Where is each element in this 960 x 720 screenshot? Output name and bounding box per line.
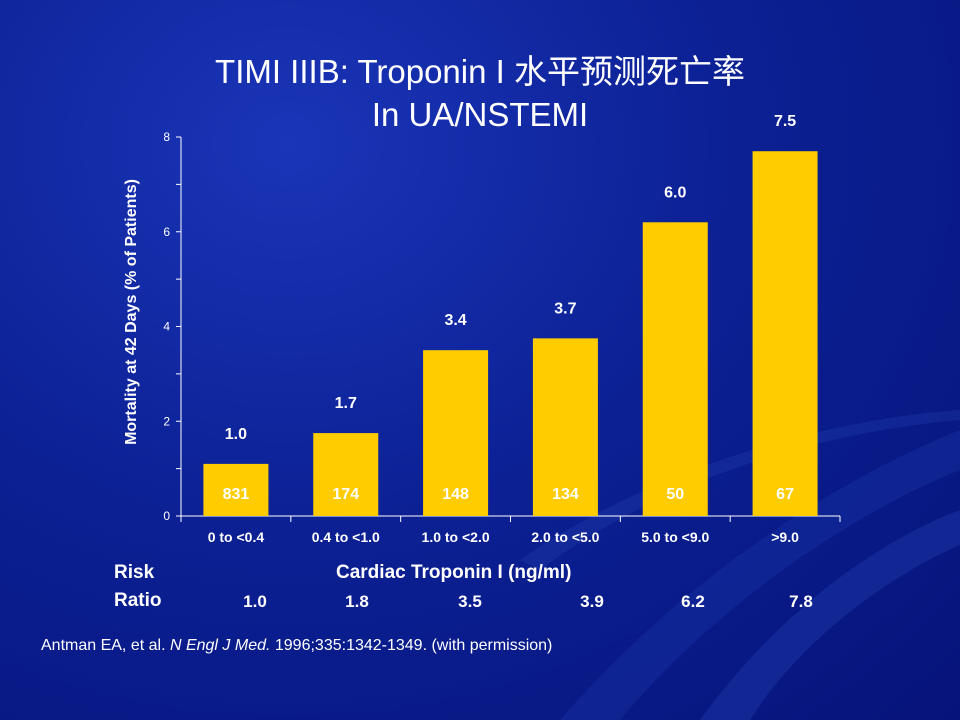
y-tick-label: 4 — [163, 320, 170, 334]
citation-rest: 1996;335:1342-1349. (with permission) — [270, 637, 553, 654]
y-axis-label: Mortality at 42 Days (% of Patients) — [123, 179, 140, 445]
ratio-label: Ratio — [114, 590, 162, 611]
citation-authors: Antman EA, et al. — [41, 637, 170, 654]
risk-ratio-value: 3.5 — [458, 592, 482, 611]
bar-value-label: 3.4 — [444, 312, 466, 329]
bar-patient-count: 174 — [332, 486, 359, 503]
x-tick-label: >9.0 — [771, 529, 799, 545]
bar — [423, 350, 489, 516]
bar-value-label: 6.0 — [664, 184, 686, 201]
y-tick-label: 2 — [163, 414, 170, 428]
risk-ratio-value: 7.8 — [789, 592, 813, 611]
citation: Antman EA, et al. N Engl J Med. 1996;335… — [41, 637, 552, 655]
y-tick-label: 0 — [163, 509, 170, 523]
risk-ratio-value: 3.9 — [580, 592, 604, 611]
bar — [203, 463, 269, 516]
bar-patient-count: 134 — [552, 486, 579, 503]
chart-labels: 1.0 831 0 to <0.4 1.7 174 0.4 to <1.0 3.4 148 1.… — [208, 113, 799, 545]
risk-ratio-value: 6.2 — [681, 592, 705, 611]
bar-patient-count: 831 — [223, 486, 250, 503]
x-tick-label: 2.0 to <5.0 — [531, 529, 599, 545]
risk-ratio-value: 1.8 — [345, 592, 369, 611]
bar-patient-count: 148 — [442, 486, 469, 503]
bar-value-label: 1.0 — [225, 426, 247, 443]
y-tick-label: 8 — [163, 130, 170, 144]
bar-value-label: 1.7 — [335, 395, 357, 412]
citation-journal: N Engl J Med. — [169, 637, 271, 654]
bar — [313, 433, 379, 516]
bar — [532, 338, 598, 516]
risk-ratio-value: 1.0 — [243, 592, 267, 611]
y-tick-label: 6 — [163, 225, 170, 239]
bar-patient-count: 67 — [776, 486, 794, 503]
x-tick-label: 0 to <0.4 — [208, 529, 265, 545]
bar — [752, 151, 818, 516]
risk-label: Risk — [114, 562, 155, 583]
chart-bars — [203, 151, 818, 516]
x-tick-label: 1.0 to <2.0 — [422, 529, 490, 545]
x-tick-label: 5.0 to <9.0 — [641, 529, 709, 545]
x-axis-label: Cardiac Troponin I (ng/ml) — [336, 562, 572, 583]
slide-title-line2: In UA/NSTEMI — [371, 96, 589, 133]
x-tick-label: 0.4 to <1.0 — [312, 529, 380, 545]
slide-title-line1: TIMI IIIB: Troponin I 水平预测死亡率 — [215, 53, 745, 90]
chart-axes: 0 2 4 6 8 — [163, 130, 841, 523]
bar-value-label: 7.5 — [774, 113, 796, 130]
bar — [642, 222, 708, 516]
bar-value-label: 3.7 — [554, 300, 576, 317]
bar-patient-count: 50 — [666, 486, 684, 503]
